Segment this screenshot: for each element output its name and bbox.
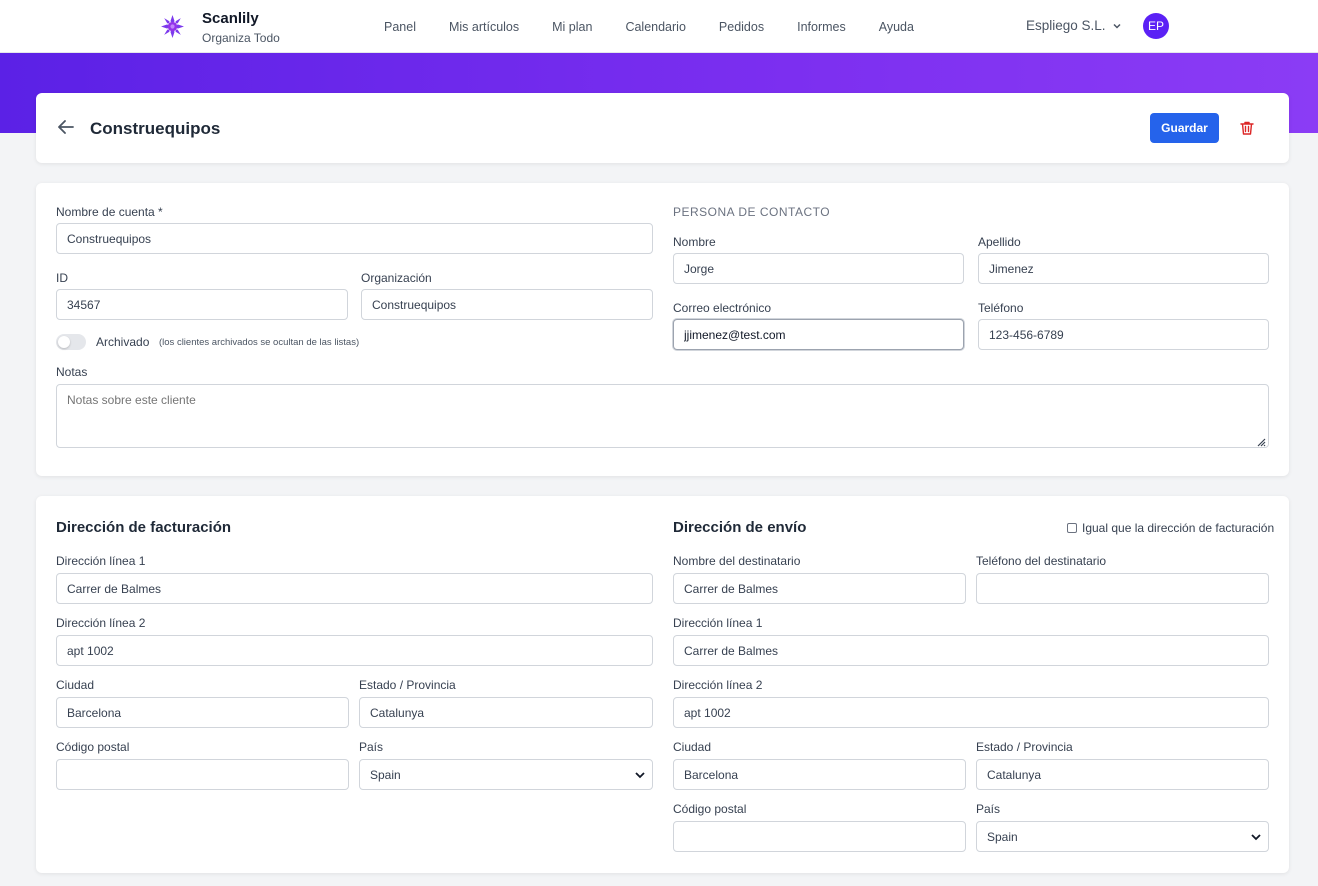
nav-link-ayuda[interactable]: Ayuda [878, 20, 914, 34]
shipping-address-title: Dirección de envío [673, 519, 807, 536]
chevron-down-icon [635, 772, 645, 779]
nav-link-informes[interactable]: Informes [797, 20, 846, 34]
recipient-name-label: Nombre del destinatario [673, 554, 801, 568]
email-input[interactable] [673, 319, 964, 350]
shipping-line2-input[interactable] [673, 697, 1269, 728]
phone-input[interactable] [978, 319, 1269, 350]
email-label: Correo electrónico [673, 301, 772, 315]
id-label: ID [56, 271, 68, 285]
last-name-label: Apellido [978, 235, 1021, 249]
billing-zip-input[interactable] [56, 759, 349, 790]
contact-person-caption: PERSONA DE CONTACTO [673, 205, 831, 219]
billing-line1-label: Dirección línea 1 [56, 554, 146, 568]
notes-textarea[interactable] [56, 384, 1269, 448]
id-input[interactable] [56, 289, 348, 320]
account-name-input[interactable] [56, 223, 653, 254]
nav-link-panel[interactable]: Panel [384, 20, 416, 34]
main-nav: Panel Mis artículos Mi plan Calendario P… [384, 20, 914, 34]
user-avatar[interactable]: EP [1143, 13, 1169, 39]
shipping-zip-label: Código postal [673, 802, 747, 816]
resize-handle-icon[interactable] [1257, 438, 1266, 447]
nav-link-mi-plan[interactable]: Mi plan [552, 20, 593, 34]
phone-label: Teléfono [978, 301, 1024, 315]
shipping-state-label: Estado / Provincia [976, 740, 1073, 754]
billing-line2-input[interactable] [56, 635, 653, 666]
billing-country-select[interactable]: Spain [359, 759, 653, 790]
last-name-input[interactable] [978, 253, 1269, 284]
shipping-line1-label: Dirección línea 1 [673, 616, 763, 630]
addresses-card: Dirección de facturación Dirección línea… [36, 496, 1289, 873]
account-details-card: Nombre de cuenta * ID Organización Archi… [36, 183, 1289, 476]
organization-switcher[interactable]: Espliego S.L. [1026, 18, 1122, 33]
notes-label: Notas [56, 365, 88, 379]
organization-name: Espliego S.L. [1026, 18, 1106, 33]
organization-input[interactable] [361, 289, 653, 320]
recipient-phone-label: Teléfono del destinatario [976, 554, 1107, 568]
nav-link-pedidos[interactable]: Pedidos [718, 20, 765, 34]
shipping-country-value: Spain [987, 829, 1018, 844]
nav-link-mis-articulos[interactable]: Mis artículos [448, 20, 520, 34]
billing-line1-input[interactable] [56, 573, 653, 604]
save-button[interactable]: Guardar [1150, 113, 1219, 143]
billing-country-label: País [359, 740, 384, 754]
shipping-state-input[interactable] [976, 759, 1269, 790]
shipping-line1-input[interactable] [673, 635, 1269, 666]
archived-label: Archivado [96, 335, 150, 349]
billing-city-input[interactable] [56, 697, 349, 728]
organization-label: Organización [361, 271, 432, 285]
billing-address-title: Dirección de facturación [56, 519, 232, 536]
shipping-line2-label: Dirección línea 2 [673, 678, 763, 692]
first-name-input[interactable] [673, 253, 964, 284]
shipping-zip-input[interactable] [673, 821, 966, 852]
same-as-billing-checkbox[interactable] [1067, 523, 1077, 533]
page-header-card: Construequipos Guardar [36, 93, 1289, 163]
top-navbar: Scanlily Organiza Todo Panel Mis artícul… [0, 0, 1318, 53]
shipping-city-input[interactable] [673, 759, 966, 790]
arrow-left-icon[interactable] [56, 117, 76, 137]
billing-state-input[interactable] [359, 697, 653, 728]
toggle-knob [58, 336, 70, 348]
recipient-phone-input[interactable] [976, 573, 1269, 604]
billing-zip-label: Código postal [56, 740, 130, 754]
first-name-label: Nombre [673, 235, 716, 249]
chevron-down-icon [1113, 23, 1121, 29]
page-title: Construequipos [90, 119, 221, 138]
shipping-city-label: Ciudad [673, 740, 712, 754]
archived-toggle[interactable] [56, 334, 86, 350]
chevron-down-icon [1251, 834, 1261, 841]
brand-name: Scanlily [202, 10, 259, 27]
billing-country-value: Spain [370, 767, 401, 782]
recipient-name-input[interactable] [673, 573, 966, 604]
flower-logo-icon[interactable] [160, 14, 185, 39]
billing-line2-label: Dirección línea 2 [56, 616, 146, 630]
shipping-country-select[interactable]: Spain [976, 821, 1269, 852]
trash-icon[interactable] [1239, 120, 1255, 136]
account-name-label: Nombre de cuenta * [56, 205, 163, 219]
nav-link-calendario[interactable]: Calendario [625, 20, 686, 34]
billing-state-label: Estado / Provincia [359, 678, 456, 692]
shipping-country-label: País [976, 802, 1001, 816]
billing-city-label: Ciudad [56, 678, 95, 692]
same-as-billing-label[interactable]: Igual que la dirección de facturación [1082, 521, 1275, 535]
archived-hint: (los clientes archivados se ocultan de l… [159, 337, 360, 348]
brand-tagline: Organiza Todo [202, 31, 280, 45]
